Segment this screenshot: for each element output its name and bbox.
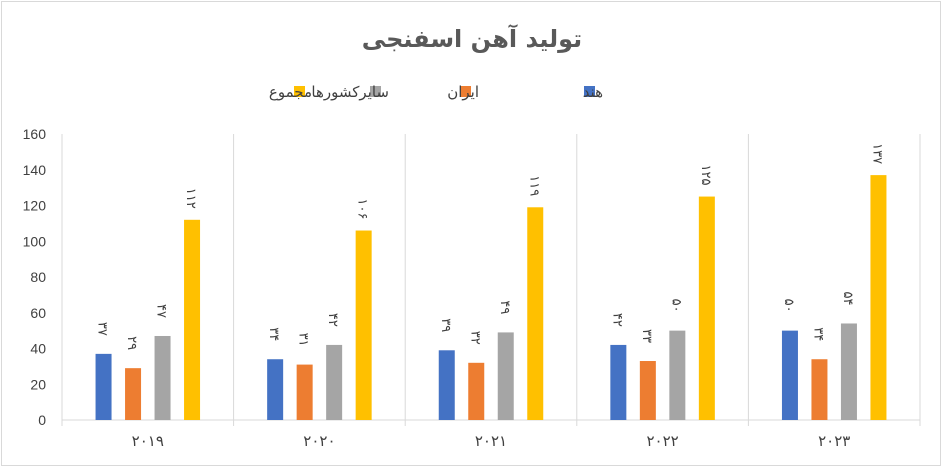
- bar-3-2: [527, 207, 544, 420]
- legend-swatch-3: [294, 86, 305, 97]
- bars: [95, 175, 887, 420]
- x-axis: ۲۰۱۹ ۲۰۲۰ ۲۰۲۱ ۲۰۲۲ ۲۰۲۳: [132, 432, 851, 450]
- y-tick-label: 40: [30, 341, 46, 357]
- bar-0-3: [610, 344, 627, 420]
- bar-1-4: [811, 359, 828, 420]
- y-axis: 0 20 40 60 80 100 120 140 160: [23, 126, 47, 428]
- x-category-label: ۲۰۱۹: [132, 432, 164, 450]
- data-label-0-1: ۳۴: [266, 327, 281, 341]
- data-label-1-2: ۳۲: [467, 331, 482, 345]
- bar-2-4: [840, 323, 857, 420]
- data-label-2-1: ۴۲: [325, 313, 340, 327]
- bar-0-4: [781, 330, 798, 420]
- x-category-label: ۲۰۲۳: [818, 432, 850, 450]
- data-label-0-4: ۵۰: [781, 299, 796, 313]
- legend-swatch-0: [584, 86, 595, 97]
- data-label-1-0: ۲۹: [124, 336, 139, 350]
- legend-swatch-1: [460, 86, 471, 97]
- x-category-label: ۲۰۲۲: [646, 432, 678, 450]
- bar-3-3: [698, 196, 715, 420]
- data-label-1-3: ۳۳: [639, 329, 654, 343]
- bar-1-3: [639, 361, 656, 420]
- data-label-2-2: ۴۹: [497, 300, 512, 314]
- data-label-3-3: ۱۲۵: [698, 165, 713, 186]
- bar-2-1: [326, 344, 343, 420]
- y-tick-label: 100: [23, 233, 47, 249]
- data-label-0-2: ۳۹: [438, 318, 453, 332]
- legend-label-0: هند: [583, 83, 603, 101]
- data-label-1-4: ۳۴: [810, 327, 825, 341]
- bar-2-0: [154, 335, 171, 420]
- y-tick-label: 160: [23, 126, 47, 142]
- bar-1-1: [296, 364, 313, 420]
- legend-label-3: مجموع: [269, 83, 312, 101]
- legend-label-1: ایران: [447, 83, 479, 101]
- category-grid: [61, 134, 921, 426]
- data-label-0-0: ۳۷: [95, 322, 110, 336]
- x-category-label: ۲۰۲۰: [303, 432, 335, 450]
- y-tick-label: 20: [30, 376, 46, 392]
- data-label-0-3: ۴۲: [609, 313, 624, 327]
- y-tick-label: 0: [38, 412, 46, 428]
- y-tick-label: 60: [30, 305, 46, 321]
- x-category-label: ۲۰۲۱: [475, 432, 507, 450]
- y-tick-label: 120: [23, 198, 47, 214]
- bar-3-4: [870, 175, 887, 420]
- data-label-2-4: ۵۴: [840, 291, 855, 305]
- bar-0-0: [95, 353, 112, 420]
- data-label-3-1: ۱۰۶: [355, 199, 370, 220]
- data-label-3-0: ۱۱۲: [183, 188, 198, 209]
- data-label-2-3: ۵۰: [668, 299, 683, 313]
- data-label-1-1: ۳۱: [296, 333, 311, 347]
- bar-3-0: [184, 219, 201, 420]
- data-label-3-4: ۱۳۷: [869, 143, 884, 164]
- data-label-2-0: ۴۷: [154, 304, 169, 318]
- legend-swatch-2: [370, 86, 381, 97]
- bar-2-3: [669, 330, 686, 420]
- bar-1-0: [125, 368, 142, 420]
- bar-3-1: [355, 230, 372, 420]
- y-tick-label: 140: [23, 162, 47, 178]
- chart-title: تولید آهن اسفنجی: [362, 24, 582, 53]
- bar-2-2: [497, 332, 514, 420]
- data-label-3-2: ۱۱۹: [526, 175, 541, 196]
- bar-0-1: [267, 359, 284, 420]
- bar-0-2: [438, 350, 455, 420]
- legend-label-2: سایرکشورها: [311, 83, 389, 101]
- data-labels: ۳۷ ۲۹ ۴۷ ۱۱۲ ۳۴ ۳۱ ۴۲ ۱۰۶ ۳۹ ۳۲ ۴۹ ۱۱۹ ۴۲ ۳۳ ۵۰ ۱۲۵ ۵۰ ۳۴…: [95, 143, 885, 350]
- y-tick-label: 80: [30, 269, 46, 285]
- bar-1-2: [468, 362, 485, 420]
